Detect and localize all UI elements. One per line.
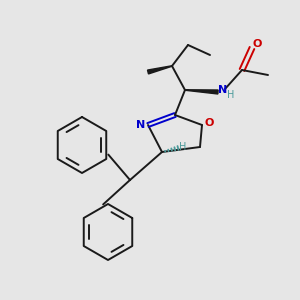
Text: O: O [252,39,262,49]
Text: N: N [136,120,146,130]
Polygon shape [185,90,218,94]
Text: O: O [204,118,214,128]
Text: H: H [179,142,187,152]
Text: N: N [218,85,228,95]
Polygon shape [148,66,172,74]
Text: H: H [227,90,235,100]
